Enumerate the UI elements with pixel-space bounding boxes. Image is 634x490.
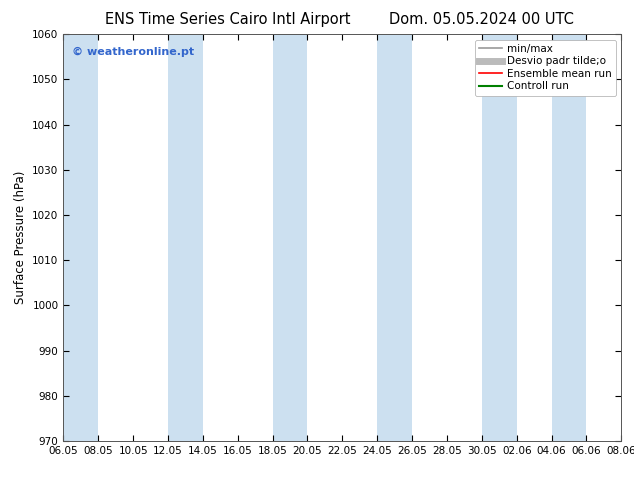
Text: Dom. 05.05.2024 00 UTC: Dom. 05.05.2024 00 UTC <box>389 12 574 27</box>
Bar <box>168 34 203 441</box>
Text: ENS Time Series Cairo Intl Airport: ENS Time Series Cairo Intl Airport <box>105 12 351 27</box>
Legend: min/max, Desvio padr tilde;o, Ensemble mean run, Controll run: min/max, Desvio padr tilde;o, Ensemble m… <box>475 40 616 96</box>
Bar <box>552 34 586 441</box>
Bar <box>273 34 307 441</box>
Y-axis label: Surface Pressure (hPa): Surface Pressure (hPa) <box>14 171 27 304</box>
Text: © weatheronline.pt: © weatheronline.pt <box>72 47 194 56</box>
Bar <box>63 34 98 441</box>
Bar <box>377 34 412 441</box>
Bar <box>482 34 517 441</box>
